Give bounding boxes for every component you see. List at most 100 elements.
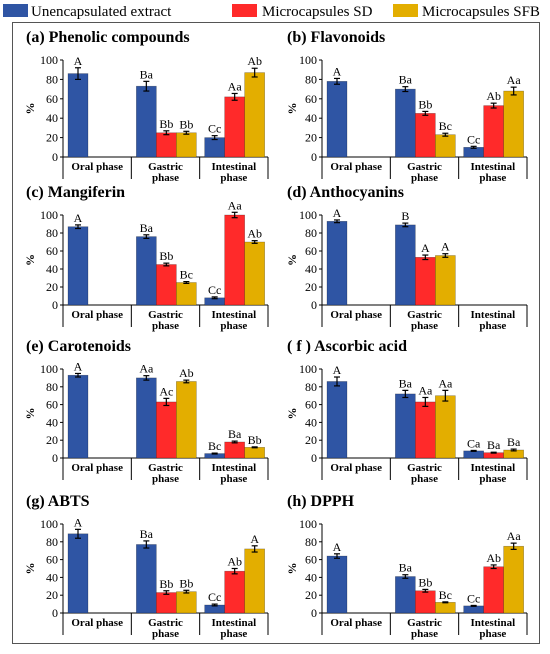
y-tick-label: 0 <box>311 451 317 465</box>
legend: Unencapsulated extract Microcapsules SD Mi… <box>3 4 540 20</box>
category-label-line: Gastric <box>407 462 442 474</box>
category-label-gastric-phase: Gastric phase <box>407 309 442 332</box>
significance-label: Bc <box>439 588 452 602</box>
legend-label: Microcapsules SD <box>262 4 373 20</box>
significance-label: A <box>441 240 450 254</box>
significance-label: Ba <box>228 427 242 441</box>
category-label-intestinal-phase: Intestinal phase <box>212 617 257 640</box>
significance-label: Ac <box>159 384 173 398</box>
bar-microcapsules-sfb-gastric-phase <box>435 395 456 459</box>
bar-microcapsules-sfb-gastric-phase <box>176 591 197 614</box>
bar-unencapsulated-extract-gastric-phase <box>136 85 157 158</box>
significance-label: Ab <box>247 227 262 241</box>
category-label-line: Oral phase <box>330 462 382 474</box>
significance-label: A <box>250 532 259 546</box>
bar-microcapsules-sd-gastric-phase <box>415 590 436 614</box>
category-label-oral-phase: Oral phase <box>330 462 382 474</box>
category-label-oral-phase: Oral phase <box>71 617 123 629</box>
significance-label: Ba <box>487 438 501 452</box>
category-label-line: Gastric <box>407 309 442 321</box>
bar-microcapsules-sd-intestinal-phase <box>483 566 504 614</box>
category-label-line: phase <box>479 628 506 640</box>
category-label-intestinal-phase: Intestinal phase <box>471 617 516 640</box>
significance-label: A <box>333 64 342 78</box>
category-label-line: phase <box>479 473 506 485</box>
legend-label: Microcapsules SFB <box>422 4 540 20</box>
y-tick-label: 40 <box>305 111 317 125</box>
significance-label: Aa <box>507 529 522 543</box>
category-label-gastric-phase: Gastric phase <box>148 309 183 332</box>
bar-microcapsules-sd-gastric-phase <box>156 264 177 306</box>
category-label-intestinal-phase: Intestinal phase <box>471 161 516 184</box>
category-label-line: Intestinal <box>212 309 257 321</box>
category-label-line: Oral phase <box>71 309 123 321</box>
bar-unencapsulated-extract-gastric-phase <box>136 377 157 459</box>
significance-label: A <box>74 54 83 68</box>
y-tick-label: 100 <box>40 208 58 222</box>
significance-label: Ab <box>486 551 501 565</box>
category-label-oral-phase: Oral phase <box>330 161 382 173</box>
category-label-line: Oral phase <box>71 462 123 474</box>
y-tick-label: 40 <box>305 415 317 429</box>
bar-unencapsulated-extract-gastric-phase <box>136 544 157 614</box>
category-label-intestinal-phase: Intestinal phase <box>212 462 257 485</box>
category-label-line: phase <box>220 172 247 184</box>
significance-label: A <box>74 515 83 529</box>
panels: (a) Phenolic compounds% 0 20 40 60 80 100 Oral … <box>23 29 528 640</box>
y-tick-label: 40 <box>46 570 58 584</box>
significance-label: Bb <box>159 249 173 263</box>
significance-label: Ba <box>140 221 154 235</box>
category-label-oral-phase: Oral phase <box>71 462 123 474</box>
category-label-line: Oral phase <box>71 617 123 629</box>
category-label-gastric-phase: Gastric phase <box>407 161 442 184</box>
category-label-gastric-phase: Gastric phase <box>148 462 183 485</box>
y-tick-label: 20 <box>46 588 58 602</box>
significance-label: Bb <box>179 117 193 131</box>
category-label-line: Intestinal <box>212 617 257 629</box>
bar-unencapsulated-extract-oral-phase <box>67 73 89 158</box>
y-axis-label: % <box>23 563 37 575</box>
category-label-intestinal-phase: Intestinal phase <box>471 462 516 485</box>
category-label-line: Oral phase <box>330 161 382 173</box>
significance-label: A <box>421 241 430 255</box>
category-label-line: Gastric <box>407 161 442 173</box>
bar-microcapsules-sfb-gastric-phase <box>435 602 456 614</box>
y-axis-label: % <box>23 254 37 266</box>
panel-title: (h) DPPH <box>287 493 355 510</box>
y-tick-label: 60 <box>46 92 58 106</box>
bar-microcapsules-sd-gastric-phase <box>156 132 177 158</box>
significance-label: Cc <box>208 590 221 604</box>
y-tick-label: 0 <box>52 606 58 620</box>
y-tick-label: 40 <box>46 415 58 429</box>
figure-frame <box>12 22 540 644</box>
y-tick-label: 80 <box>305 380 317 394</box>
bar-microcapsules-sfb-gastric-phase <box>176 132 197 158</box>
bar-microcapsules-sd-gastric-phase <box>156 401 177 459</box>
category-label-line: phase <box>220 473 247 485</box>
y-tick-label: 20 <box>305 433 317 447</box>
y-tick-label: 100 <box>40 517 58 531</box>
significance-label: Ba <box>507 435 521 449</box>
bar-unencapsulated-extract-gastric-phase <box>395 576 416 614</box>
category-label-gastric-phase: Gastric phase <box>148 617 183 640</box>
significance-label: Ab <box>486 89 501 103</box>
significance-label: Cc <box>208 122 221 136</box>
category-label-line: phase <box>152 172 179 184</box>
legend-entry-microcapsules-sd: Microcapsules SD <box>232 4 373 20</box>
bar-microcapsules-sd-intestinal-phase <box>483 105 504 158</box>
y-tick-label: 0 <box>311 606 317 620</box>
y-tick-label: 80 <box>305 72 317 86</box>
category-label-intestinal-phase: Intestinal phase <box>212 309 257 332</box>
category-label-line: Intestinal <box>212 161 257 173</box>
category-label-line: Gastric <box>148 161 183 173</box>
significance-label: Bb <box>159 577 173 591</box>
category-label-line: Intestinal <box>212 462 257 474</box>
significance-label: Bb <box>418 97 432 111</box>
panel-title: (c) Mangiferin <box>26 184 125 201</box>
significance-label: Aa <box>507 73 522 87</box>
bar-unencapsulated-extract-intestinal-phase <box>463 450 484 459</box>
y-tick-label: 100 <box>299 517 317 531</box>
significance-label: Ba <box>399 376 413 390</box>
panel-f-ascorbic-acid: ( f ) Ascorbic acid% 0 20 40 60 80 100 Oral pha… <box>285 338 528 485</box>
